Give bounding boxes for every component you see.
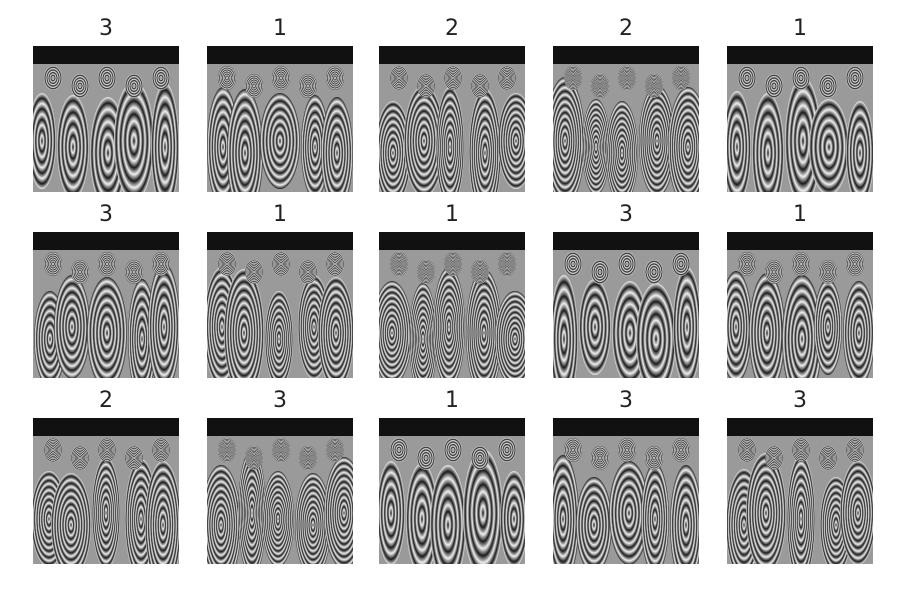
fringe-pattern-image: [553, 46, 699, 192]
fringe-pattern-image: [207, 46, 353, 192]
panel-label: 3: [793, 388, 807, 413]
fringe-pattern-image: [379, 46, 525, 192]
fringe-pattern-image: [207, 418, 353, 564]
fringe-pattern-image: [379, 232, 525, 378]
panel-label: 3: [619, 202, 633, 227]
fringe-pattern-image: [727, 418, 873, 564]
panel-label: 1: [273, 202, 287, 227]
fringe-pattern-image: [33, 418, 179, 564]
panel-label: 3: [99, 202, 113, 227]
fringe-pattern-image: [33, 232, 179, 378]
fringe-pattern-image: [553, 232, 699, 378]
fringe-pattern-image: [207, 232, 353, 378]
panel-label: 1: [793, 16, 807, 41]
fringe-pattern-image: [553, 418, 699, 564]
panel-label: 2: [99, 388, 113, 413]
panel-label: 3: [273, 388, 287, 413]
fringe-pattern-image: [727, 46, 873, 192]
panel-label: 1: [445, 202, 459, 227]
panel-label: 2: [619, 16, 633, 41]
panel-label: 1: [793, 202, 807, 227]
panel-label: 1: [273, 16, 287, 41]
panel-label: 2: [445, 16, 459, 41]
fringe-pattern-image: [727, 232, 873, 378]
fringe-pattern-image: [379, 418, 525, 564]
fringe-pattern-image: [33, 46, 179, 192]
panel-label: 3: [619, 388, 633, 413]
panel-label: 1: [445, 388, 459, 413]
panel-label: 3: [99, 16, 113, 41]
